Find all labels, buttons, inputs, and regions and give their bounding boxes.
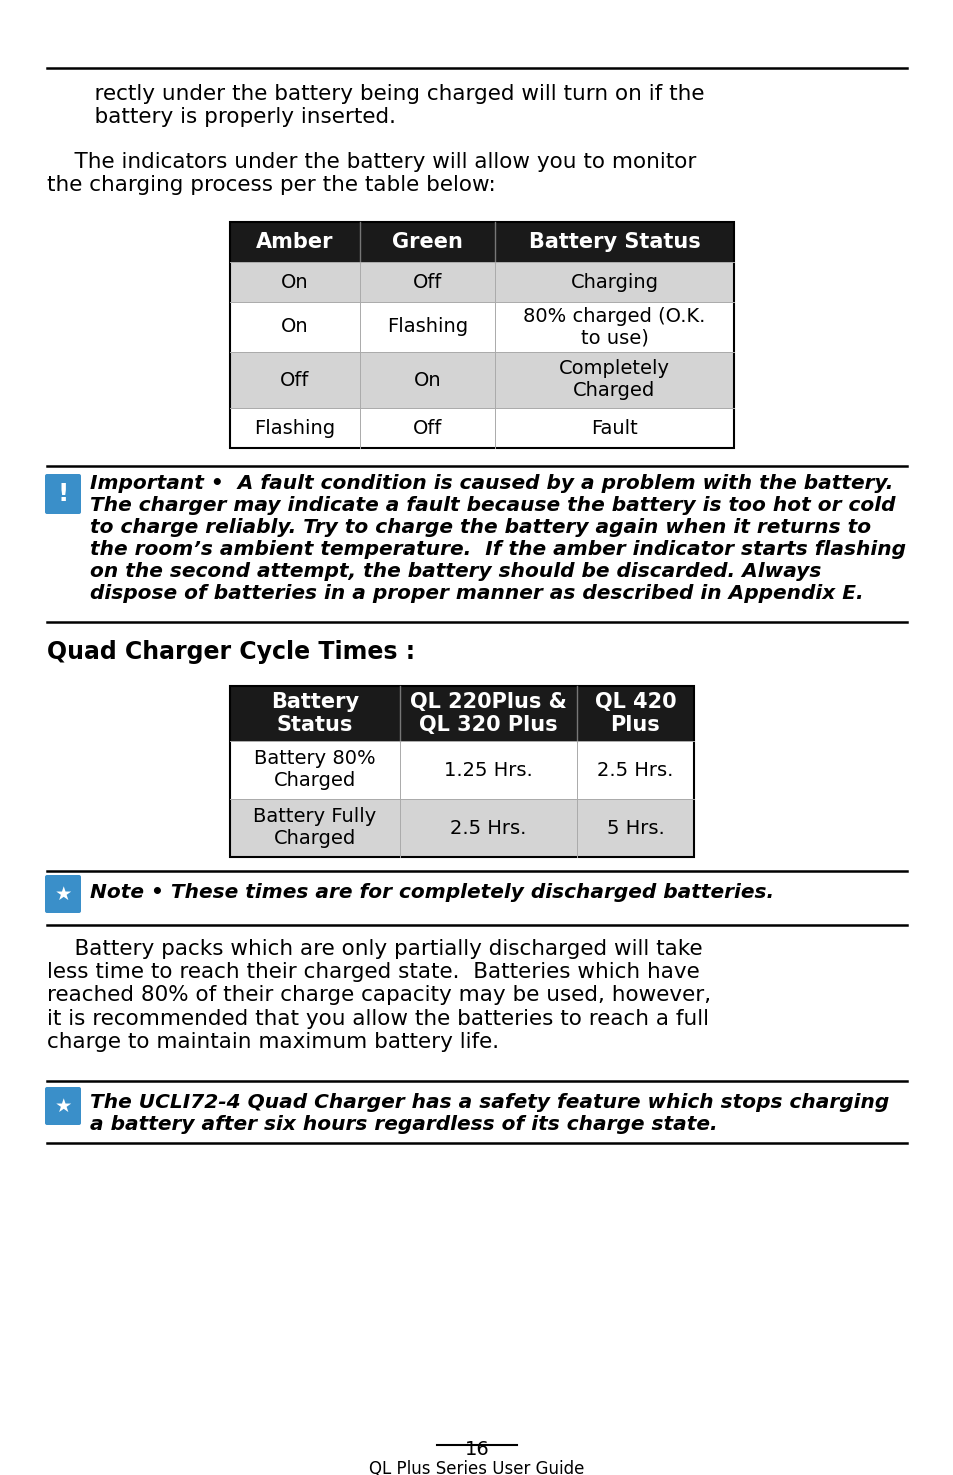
Text: !: ! [57, 482, 69, 506]
FancyBboxPatch shape [45, 473, 81, 513]
Bar [230, 223, 733, 448]
Text: 2.5 Hrs.: 2.5 Hrs. [597, 761, 673, 779]
Text: rectly under the battery being charged will turn on if the
    battery is proper: rectly under the battery being charged w… [67, 84, 703, 127]
Text: 2.5 Hrs.: 2.5 Hrs. [450, 819, 526, 838]
Text: ★: ★ [54, 885, 71, 904]
Text: 1.25 Hrs.: 1.25 Hrs. [444, 761, 533, 779]
Bar [230, 302, 733, 353]
Text: QL 220Plus &
QL 320 Plus: QL 220Plus & QL 320 Plus [410, 692, 566, 735]
Bar [230, 686, 693, 740]
Text: On: On [281, 273, 309, 292]
Bar [230, 353, 733, 409]
Bar [230, 799, 693, 857]
Text: Amber: Amber [256, 232, 334, 252]
Text: Important •  A fault condition is caused by a problem with the battery.
The char: Important • A fault condition is caused … [90, 473, 905, 603]
Text: Off: Off [280, 370, 310, 389]
Text: Quad Charger Cycle Times :: Quad Charger Cycle Times : [47, 640, 415, 664]
Bar [230, 409, 733, 448]
Text: Green: Green [392, 232, 462, 252]
Text: 16: 16 [464, 1440, 489, 1459]
Bar [230, 223, 733, 263]
Bar [230, 263, 733, 302]
Text: Battery
Status: Battery Status [271, 692, 358, 735]
Text: Completely
Charged: Completely Charged [558, 360, 669, 401]
Text: 5 Hrs.: 5 Hrs. [606, 819, 663, 838]
Text: ★: ★ [54, 1096, 71, 1115]
Text: Note • These times are for completely discharged batteries.: Note • These times are for completely di… [90, 884, 773, 903]
Text: Battery 80%
Charged: Battery 80% Charged [253, 749, 375, 791]
Text: On: On [414, 370, 441, 389]
Text: Battery Fully
Charged: Battery Fully Charged [253, 807, 376, 848]
Text: On: On [281, 317, 309, 336]
FancyBboxPatch shape [45, 875, 81, 913]
Text: Off: Off [413, 419, 442, 438]
Text: Off: Off [413, 273, 442, 292]
Text: QL Plus Series User Guide: QL Plus Series User Guide [369, 1460, 584, 1475]
FancyBboxPatch shape [45, 1087, 81, 1125]
Text: QL 420
Plus: QL 420 Plus [594, 692, 676, 735]
Bar [230, 740, 693, 799]
Text: Battery packs which are only partially discharged will take
less time to reach t: Battery packs which are only partially d… [47, 940, 710, 1052]
Text: Flashing: Flashing [254, 419, 335, 438]
Text: Charging: Charging [570, 273, 658, 292]
Text: Flashing: Flashing [387, 317, 468, 336]
Bar [230, 686, 693, 857]
Text: Fault: Fault [591, 419, 638, 438]
Text: The indicators under the battery will allow you to monitor
the charging process : The indicators under the battery will al… [47, 152, 696, 195]
Text: The UCLI72-4 Quad Charger has a safety feature which stops charging
a battery af: The UCLI72-4 Quad Charger has a safety f… [90, 1093, 888, 1134]
Text: Battery Status: Battery Status [528, 232, 700, 252]
Text: 80% charged (O.K.
to use): 80% charged (O.K. to use) [523, 307, 705, 348]
